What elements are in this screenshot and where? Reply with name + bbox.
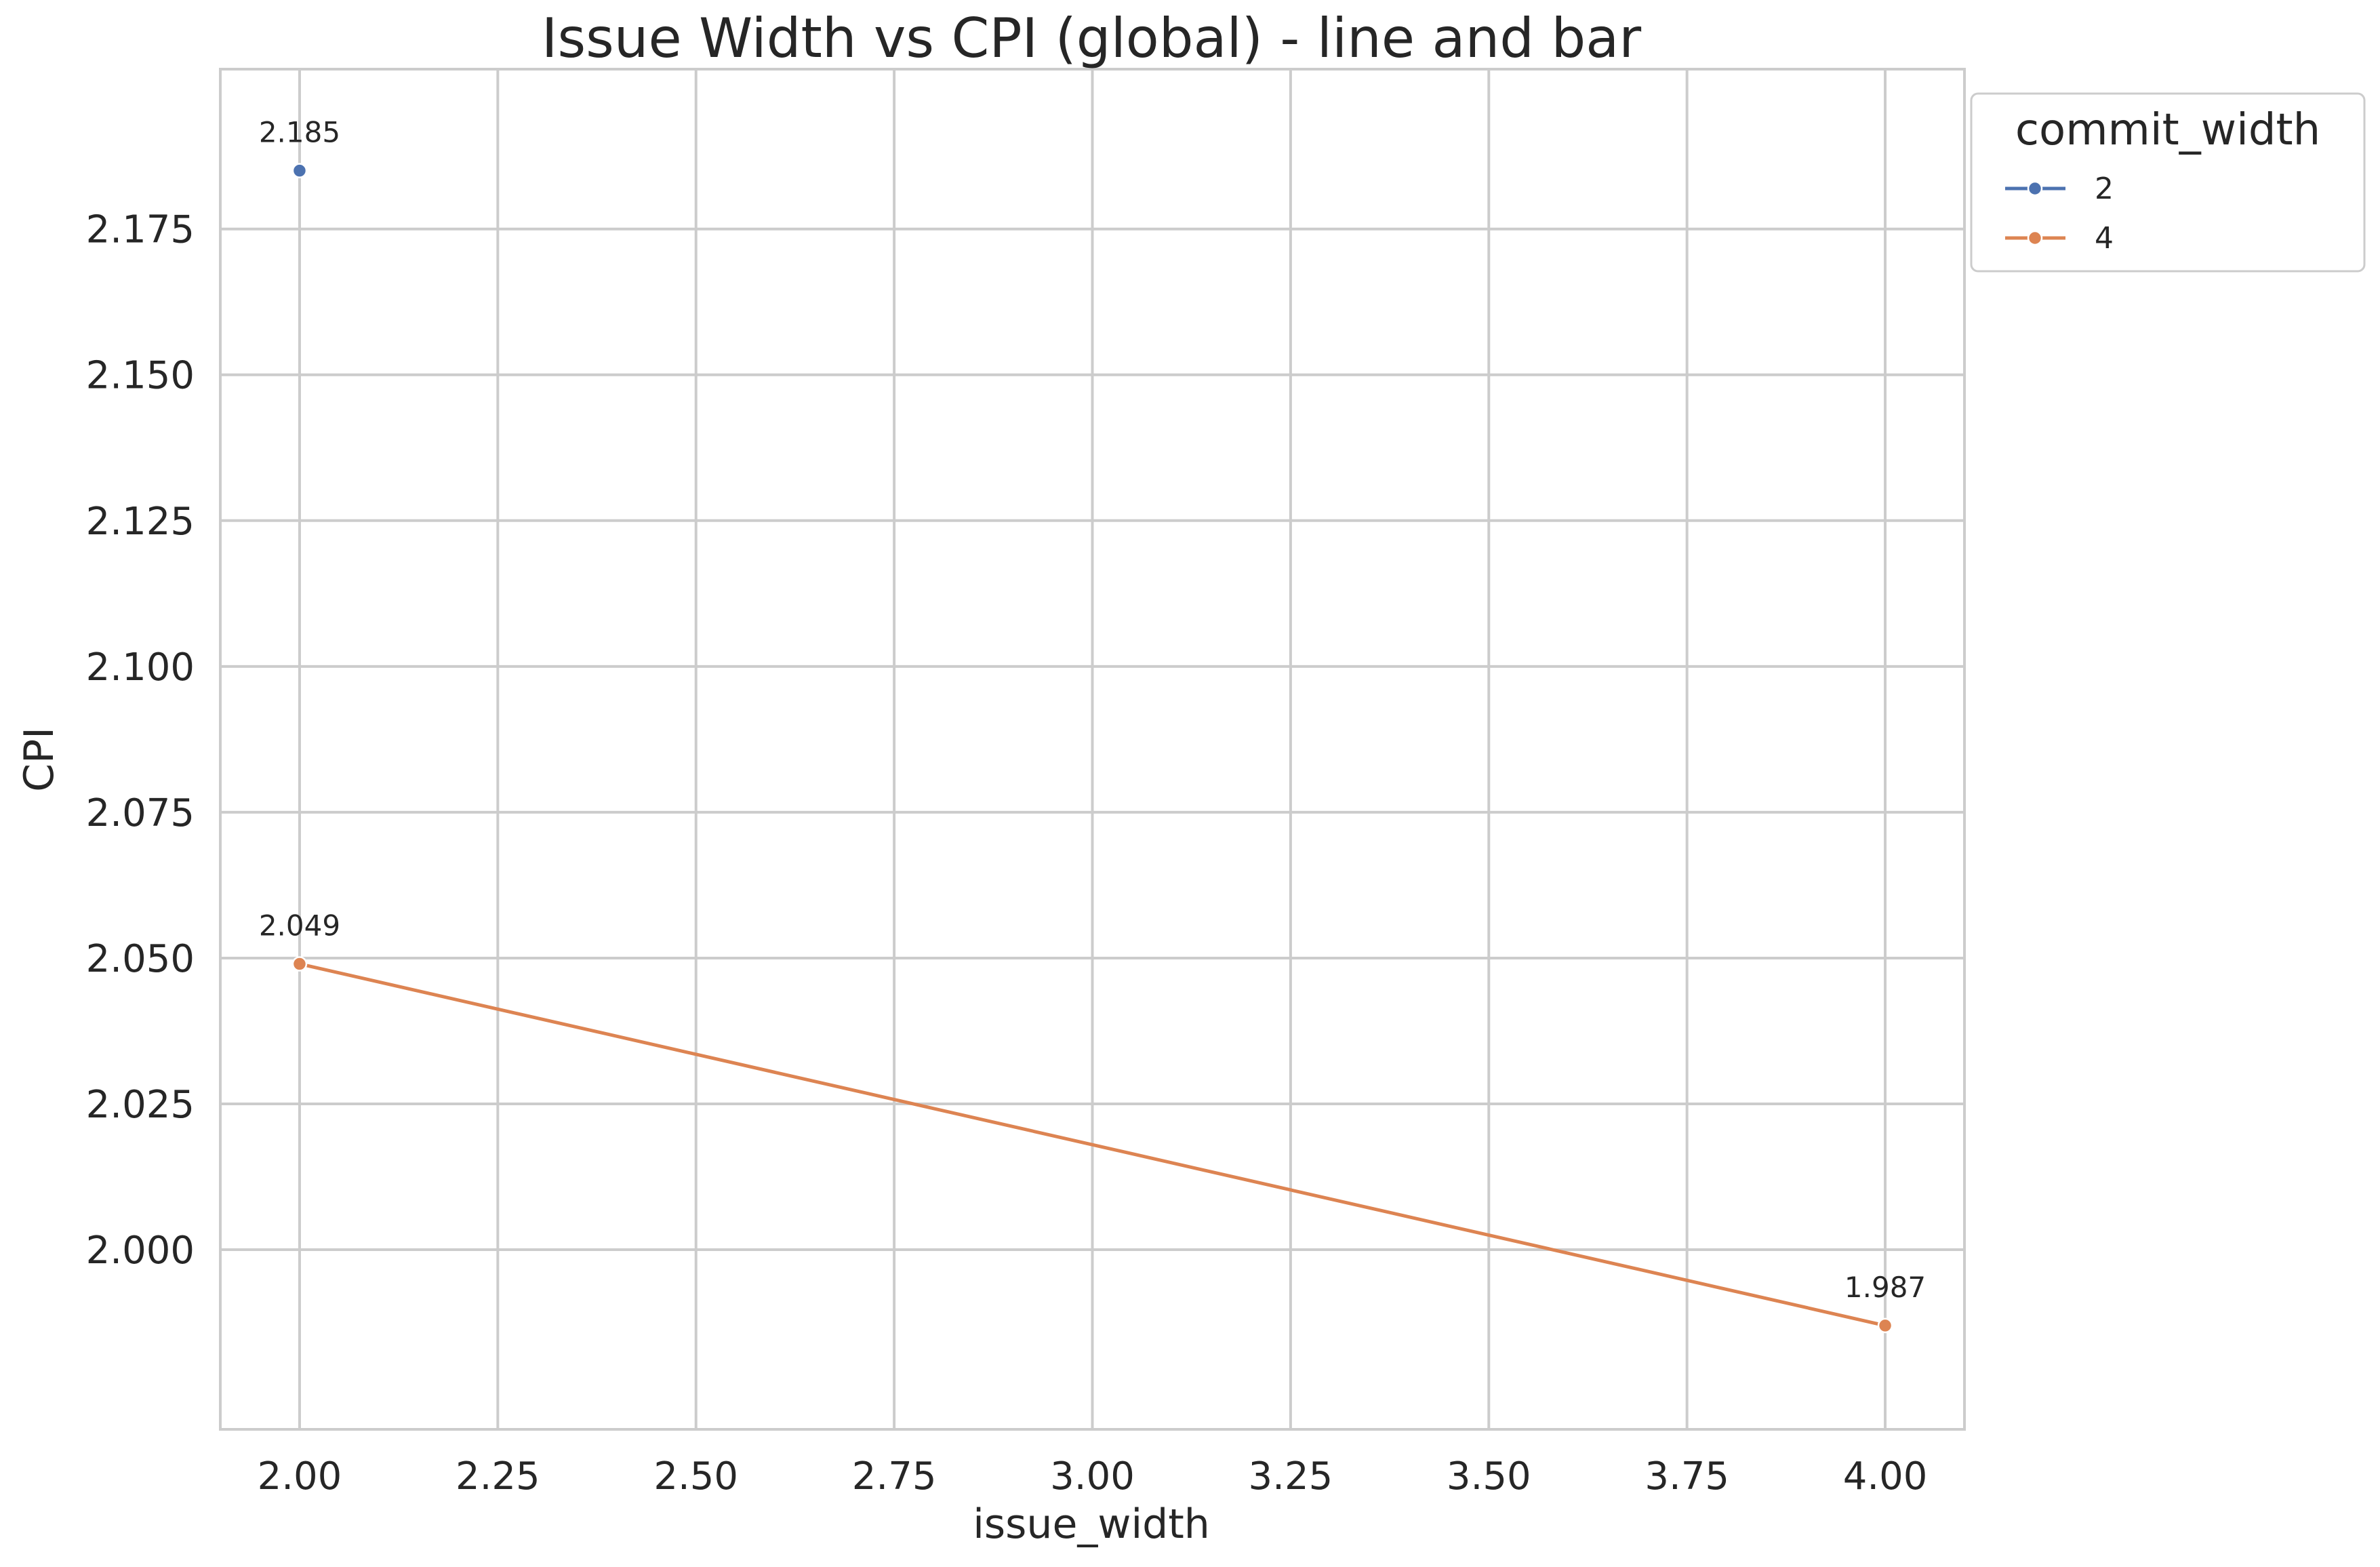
legend-frame [1970,92,2366,273]
chart-title: Issue Width vs CPI (global) - line and b… [542,7,1641,70]
x-tick-label: 2.50 [653,1454,738,1499]
x-tick-label: 3.00 [1050,1454,1135,1499]
grid [220,69,1964,1429]
data-point [291,956,308,972]
legend-label: 4 [2095,221,2114,256]
y-axis-ticks: 2.000 2.025 2.050 2.075 2.100 2.125 2.150 2.175 [86,208,195,1273]
y-axis-label: CPI [16,727,63,792]
y-tick-label: 2.000 [86,1229,195,1273]
x-axis-label: issue_width [973,1501,1210,1548]
data-point [1877,1317,1893,1334]
x-tick-label: 2.75 [852,1454,937,1499]
plot-series [291,163,1893,1334]
y-tick-label: 2.175 [86,208,195,252]
legend-label: 2 [2095,172,2114,206]
legend-title: commit_width [2015,105,2320,155]
x-tick-label: 3.25 [1249,1454,1333,1499]
x-tick-label: 4.00 [1843,1454,1928,1499]
y-tick-label: 2.125 [86,500,195,544]
axes-frame [219,68,1966,1431]
y-tick-label: 2.025 [86,1083,195,1127]
y-tick-label: 2.100 [86,646,195,690]
x-tick-label: 3.75 [1645,1454,1729,1499]
x-tick-label: 3.50 [1447,1454,1531,1499]
data-labels: 2.185 2.049 1.987 [259,116,1926,1304]
x-axis-ticks: 2.00 2.25 2.50 2.75 3.00 3.25 3.50 3.75 4.00 [258,1454,1928,1499]
x-tick-label: 2.25 [456,1454,540,1499]
y-tick-label: 2.050 [86,937,195,981]
y-tick-label: 2.150 [86,354,195,398]
legend-marker [2027,230,2043,246]
data-label: 2.185 [259,116,340,149]
x-tick-label: 2.00 [258,1454,342,1499]
y-tick-label: 2.075 [86,791,195,835]
legend-entries: 24 [2005,172,2114,256]
data-label: 2.049 [259,909,340,943]
legend: commit_width 24 [1970,92,2366,273]
data-point [291,163,308,178]
series-line [299,962,1886,1328]
data-label: 1.987 [1844,1271,1926,1304]
legend-marker [2027,180,2043,197]
